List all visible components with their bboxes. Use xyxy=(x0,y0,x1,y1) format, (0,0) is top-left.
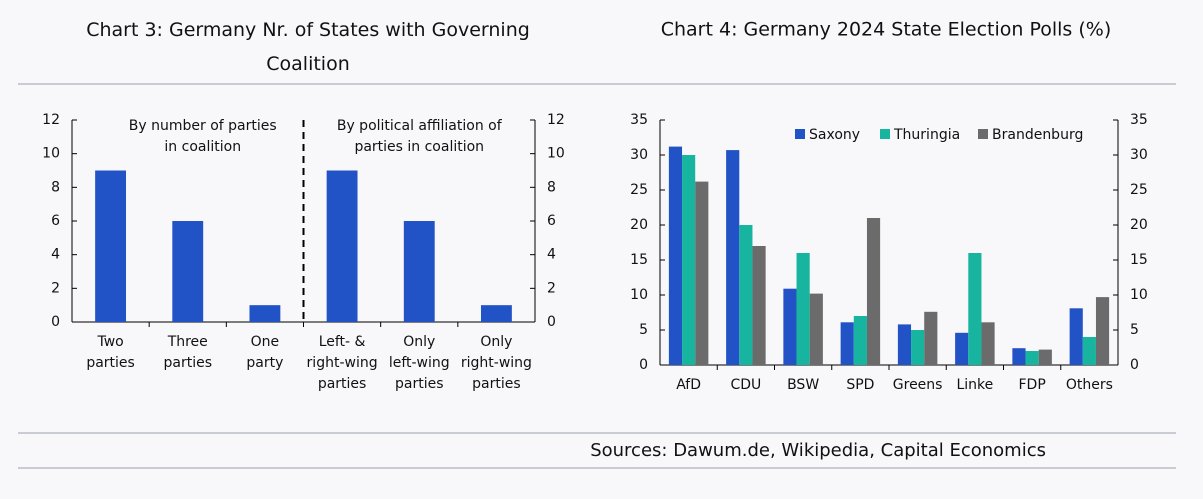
bar xyxy=(955,332,969,365)
y2-tick-label: 8 xyxy=(547,179,556,195)
x-tick-label: SPD xyxy=(846,377,874,393)
bar xyxy=(968,253,982,365)
bar xyxy=(95,170,127,322)
y2-tick-label: 4 xyxy=(547,247,556,263)
bar xyxy=(1069,308,1083,365)
bar xyxy=(695,181,709,365)
y2-tick-label: 20 xyxy=(1130,217,1148,233)
y-tick-label: 10 xyxy=(42,146,60,162)
y-tick-label: 4 xyxy=(51,247,60,263)
annotation: By political affiliation of parties in co… xyxy=(337,118,503,155)
y-tick-label: 15 xyxy=(630,252,648,268)
bar xyxy=(924,311,938,365)
y2-tick-label: 10 xyxy=(1130,287,1148,303)
y2-tick-label: 2 xyxy=(547,280,556,296)
y2-tick-label: 12 xyxy=(547,112,565,128)
x-tick-label: One party xyxy=(246,334,283,371)
y-tick-label: 8 xyxy=(51,179,60,195)
source-note: Sources: Dawum.de, Wikipedia, Capital Ec… xyxy=(590,440,1046,461)
y-tick-label: 35 xyxy=(630,112,648,128)
y2-tick-label: 0 xyxy=(1130,357,1139,373)
bar xyxy=(403,221,435,322)
bar xyxy=(1095,297,1110,365)
legend-label: Thuringia xyxy=(893,127,960,143)
annotation: By number of parties in coalition xyxy=(129,118,277,155)
x-tick-label: Three parties xyxy=(163,334,212,371)
x-tick-label: Linke xyxy=(956,377,993,393)
chart-title: Chart 3: Germany Nr. of States with Gove… xyxy=(86,19,530,75)
bar xyxy=(726,150,740,365)
bar xyxy=(796,253,810,365)
x-tick-label: Two parties xyxy=(86,334,135,371)
legend-swatch xyxy=(880,129,890,139)
x-tick-label: Greens xyxy=(893,377,943,393)
y-tick-label: 0 xyxy=(51,314,60,330)
bar xyxy=(480,305,512,322)
x-tick-label: CDU xyxy=(730,377,761,393)
y-tick-label: 25 xyxy=(630,182,648,198)
legend-swatch xyxy=(795,129,805,139)
y2-tick-label: 6 xyxy=(547,213,556,229)
chart-title: Chart 4: Germany 2024 State Election Pol… xyxy=(661,19,1112,41)
bar xyxy=(1012,348,1026,365)
bar xyxy=(668,146,683,365)
y2-tick-label: 10 xyxy=(547,146,565,162)
legend-label: Brandenburg xyxy=(992,127,1083,143)
bar xyxy=(809,293,823,365)
bar xyxy=(1025,351,1039,365)
bar xyxy=(752,246,766,365)
bar xyxy=(981,322,995,365)
bar xyxy=(853,316,867,365)
bar xyxy=(1038,349,1052,365)
bar xyxy=(326,170,358,322)
bar xyxy=(897,324,912,365)
x-tick-label: Only left-wing parties xyxy=(389,334,450,392)
legend-label: Saxony xyxy=(809,127,860,143)
y2-tick-label: 35 xyxy=(1130,112,1148,128)
y2-tick-label: 0 xyxy=(547,314,556,330)
bar xyxy=(249,305,281,322)
y2-tick-label: 5 xyxy=(1130,322,1139,338)
y2-tick-label: 15 xyxy=(1130,252,1148,268)
bar xyxy=(840,322,854,365)
bar xyxy=(1082,337,1096,365)
bar xyxy=(172,221,204,322)
y-tick-label: 12 xyxy=(42,112,60,128)
y2-tick-label: 25 xyxy=(1130,182,1148,198)
bar xyxy=(783,288,797,365)
legend-swatch xyxy=(978,129,988,139)
bar xyxy=(739,225,753,365)
x-tick-label: Only right-wing parties xyxy=(461,334,532,392)
y-tick-label: 20 xyxy=(630,217,648,233)
x-tick-label: Left- & right-wing parties xyxy=(307,334,378,392)
x-tick-label: BSW xyxy=(787,377,819,393)
x-tick-label: AfD xyxy=(676,377,701,393)
y-tick-label: 5 xyxy=(639,322,648,338)
y-tick-label: 2 xyxy=(51,280,60,296)
x-tick-label: FDP xyxy=(1018,377,1045,393)
bar xyxy=(911,330,925,365)
y-tick-label: 10 xyxy=(630,287,648,303)
y2-tick-label: 30 xyxy=(1130,147,1148,163)
y-tick-label: 30 xyxy=(630,147,648,163)
bar xyxy=(682,155,696,365)
bar xyxy=(866,218,881,365)
y-tick-label: 6 xyxy=(51,213,60,229)
y-tick-label: 0 xyxy=(639,357,648,373)
x-tick-label: Others xyxy=(1066,377,1113,393)
